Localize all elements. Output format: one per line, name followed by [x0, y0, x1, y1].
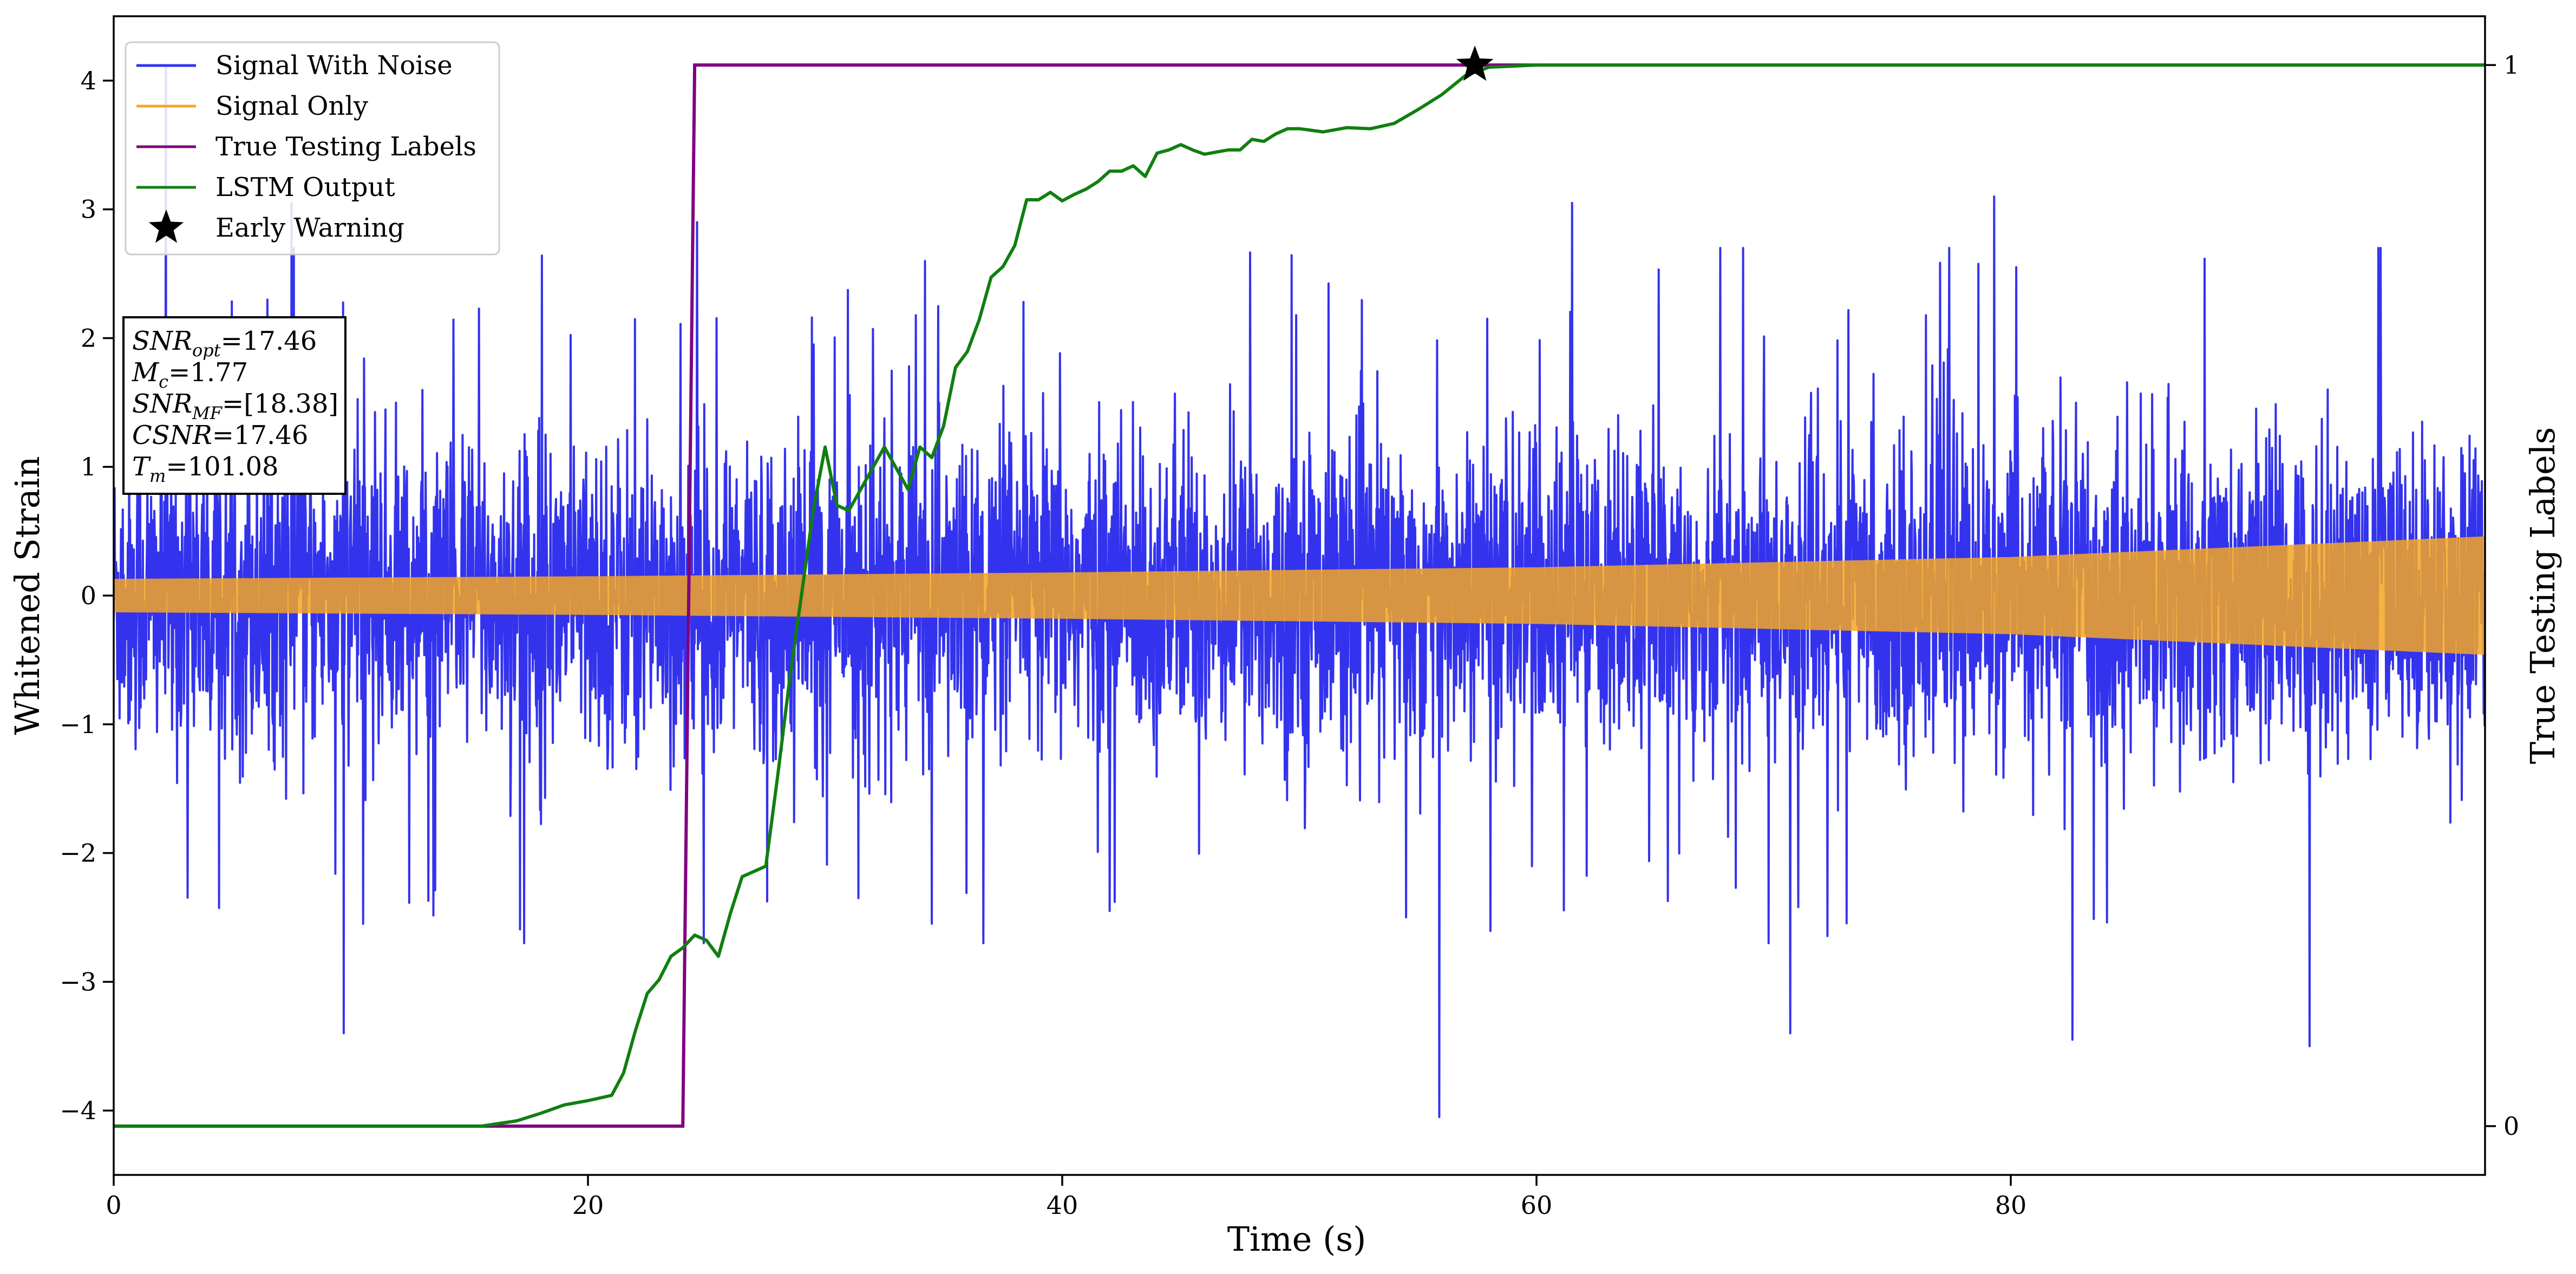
- y-tick-label: 0: [81, 581, 96, 610]
- legend-label-lstm-output: LSTM Output: [215, 172, 395, 202]
- early-warning-marker: [1456, 45, 1494, 81]
- y-right-axis-title: True Testing Labels: [2523, 427, 2562, 765]
- stat-snr-mf: SNRMF=[18.38]: [132, 389, 338, 423]
- legend-swatch-early-warning: [148, 210, 184, 243]
- legend-frame: [125, 41, 500, 256]
- stat-total-mass: Tm=101.08: [132, 452, 279, 486]
- y-tick-label: −1: [60, 710, 96, 739]
- stat-chirp-mass: Mc=1.77: [132, 357, 248, 392]
- legend-label-signal-only: Signal Only: [215, 91, 368, 121]
- plot-area: [114, 45, 2485, 1128]
- stat-snr-opt: SNRopt=17.46: [132, 326, 317, 361]
- x-tick-label: 80: [1995, 1191, 2027, 1220]
- x-axis-title: Time (s): [1227, 1219, 1367, 1259]
- y-tick-label: −4: [60, 1096, 96, 1125]
- y-axis-ticks: −4 −3 −2 −1 0 1 2 3 4: [60, 66, 114, 1125]
- x-axis-ticks: 0 20 40 60 80: [106, 1175, 2026, 1220]
- y-right-tick-label: 1: [2503, 50, 2519, 80]
- stats-annotation: SNRopt=17.46 Mc=1.77 SNRMF=[18.38] CSNR=…: [122, 316, 346, 495]
- x-tick-label: 0: [106, 1191, 121, 1220]
- x-tick-label: 60: [1521, 1191, 1553, 1220]
- stat-csnr: CSNR=17.46: [132, 420, 308, 450]
- y-tick-label: 3: [81, 195, 96, 224]
- legend-label-early-warning: Early Warning: [215, 213, 404, 243]
- x-tick-label: 40: [1047, 1191, 1078, 1220]
- y-axis-title: Whitened Strain: [8, 456, 47, 735]
- legend: Signal With Noise Signal Only True Testi…: [125, 41, 500, 256]
- y-tick-label: 1: [81, 452, 96, 481]
- y-tick-label: −2: [60, 839, 96, 868]
- series-lstm-output: [114, 63, 2485, 1128]
- stats-annotation-frame: [122, 316, 346, 495]
- legend-label-true-testing-labels: True Testing Labels: [215, 132, 476, 162]
- y-tick-label: −3: [60, 967, 96, 996]
- x-tick-label: 20: [572, 1191, 604, 1220]
- y-right-axis-ticks: 01: [2485, 50, 2519, 1141]
- series-signal-only: [114, 536, 2485, 655]
- y-tick-label: 4: [81, 66, 96, 95]
- series-signal-with-noise: [114, 67, 2485, 1118]
- y-right-tick-label: 0: [2503, 1112, 2519, 1141]
- legend-label-signal-with-noise: Signal With Noise: [215, 50, 453, 81]
- y-tick-label: 2: [81, 323, 96, 352]
